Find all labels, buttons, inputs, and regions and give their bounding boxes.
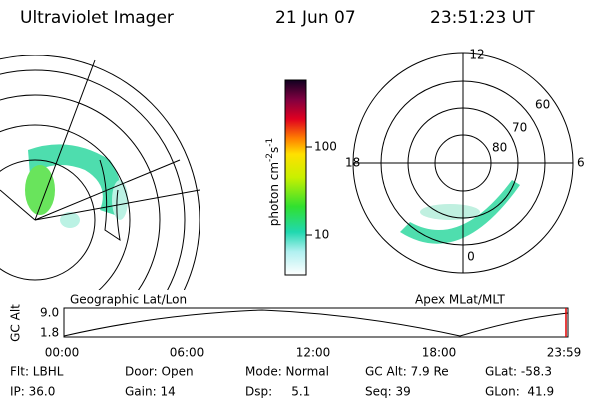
polar-map (352, 52, 574, 274)
colorbar-tick: 100 (314, 140, 337, 154)
status-field: Dsp: 5.1 (245, 385, 310, 399)
x-label: 00:00 (45, 346, 80, 360)
x-label: 18:00 (422, 346, 457, 360)
colorbar (284, 79, 307, 276)
status-field: Flt: LBHL (10, 365, 64, 379)
y-label: 1.8 (40, 326, 59, 340)
x-label: 12:00 (296, 346, 331, 360)
altitude-curve (63, 309, 569, 337)
x-label: 23:59 (547, 346, 582, 360)
title: Ultraviolet Imager (20, 8, 174, 28)
status-field: IP: 36.0 (10, 385, 55, 399)
y-label: 9.0 (40, 306, 59, 320)
date: 21 Jun 07 (275, 8, 356, 28)
mlt-label: 12 (469, 48, 484, 62)
lat-label: 60 (535, 98, 550, 112)
x-label: 06:00 (170, 346, 205, 360)
status-field: Mode: Normal (245, 365, 329, 379)
status-field: Door: Open (125, 365, 194, 379)
colorbar-tick: 10 (314, 228, 329, 242)
status-field: GLat: -58.3 (485, 365, 552, 379)
lat-label: 80 (492, 141, 507, 155)
time: 23:51:23 UT (430, 8, 535, 28)
altitude-box (63, 307, 569, 338)
colorbar-unit: photon cm-2s-1 (265, 138, 281, 227)
status-field: Seq: 39 (365, 385, 411, 399)
mlt-label: 18 (345, 156, 360, 170)
status-field: GC Alt: 7.9 Re (365, 365, 449, 379)
panel-label: Apex MLat/MLT (415, 293, 505, 307)
panel-label: Geographic Lat/Lon (70, 293, 187, 307)
geo-map (0, 55, 200, 290)
lat-label: 70 (512, 121, 527, 135)
axis-label: GC Alt (9, 304, 23, 342)
status-field: Gain: 14 (125, 385, 176, 399)
footer: Flt: LBHL Door: Open Mode: Normal GC Alt: 7… (10, 365, 554, 399)
mlt-label: 6 (577, 156, 585, 170)
mlt-label: 0 (467, 250, 475, 264)
status-field: GLon: 41.9 (485, 385, 554, 399)
